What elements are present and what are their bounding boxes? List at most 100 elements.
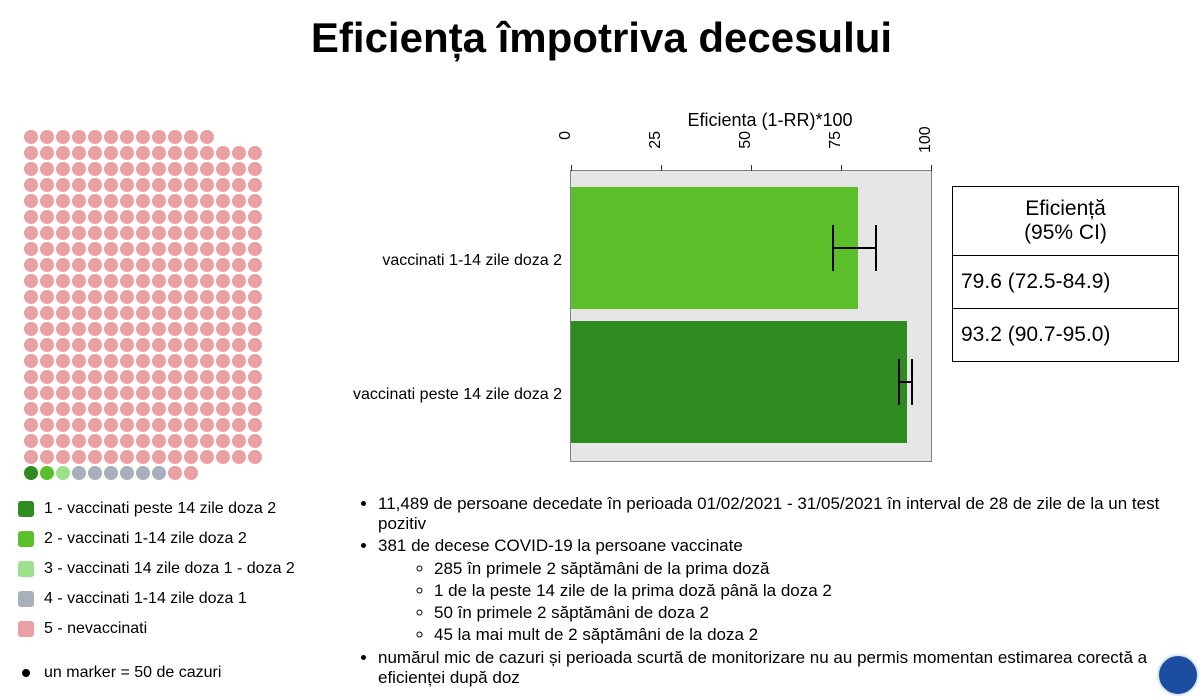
dot: [24, 306, 38, 320]
dot: [136, 322, 150, 336]
dot: [168, 354, 182, 368]
chart-tick-label: 50: [737, 131, 767, 153]
dot: [168, 242, 182, 256]
dot: [72, 338, 86, 352]
dot: [168, 290, 182, 304]
dot: [88, 194, 102, 208]
dot: [216, 274, 230, 288]
dot: [200, 290, 214, 304]
note-subitem: 1 de la peste 14 zile de la prima doză p…: [434, 581, 1193, 601]
dot: [232, 338, 246, 352]
dot: [56, 466, 70, 480]
note-item: 11,489 de persoane decedate în perioada …: [378, 494, 1193, 534]
chart-tick: 0: [571, 165, 572, 171]
legend-label: 4 - vaccinati 1-14 zile doza 1: [44, 584, 247, 614]
dot: [104, 194, 118, 208]
dot: [216, 322, 230, 336]
chart-tick-label: 25: [647, 131, 677, 153]
dot: [104, 370, 118, 384]
dot: [40, 434, 54, 448]
chart-tick: 50: [751, 165, 752, 171]
dot: [104, 386, 118, 400]
dot: [200, 450, 214, 464]
dot: [136, 162, 150, 176]
dot: [120, 418, 134, 432]
dot: [232, 226, 246, 240]
dot: [184, 434, 198, 448]
dot: [152, 338, 166, 352]
dot: [40, 322, 54, 336]
dot: [40, 338, 54, 352]
dot: [184, 130, 198, 144]
dot: [40, 386, 54, 400]
dot: [152, 386, 166, 400]
dot: [72, 210, 86, 224]
dot: [168, 194, 182, 208]
dot: [56, 210, 70, 224]
dot: [168, 306, 182, 320]
dot: [152, 162, 166, 176]
dot: [120, 290, 134, 304]
dot: [88, 450, 102, 464]
dot: [232, 146, 246, 160]
dot: [40, 194, 54, 208]
dot: [56, 226, 70, 240]
dot: [88, 290, 102, 304]
dot: [40, 450, 54, 464]
dot: [72, 178, 86, 192]
dot: [40, 306, 54, 320]
dot: [24, 290, 38, 304]
dot: [152, 194, 166, 208]
dot: [56, 274, 70, 288]
dot: [72, 290, 86, 304]
dot: [56, 370, 70, 384]
dot: [120, 162, 134, 176]
dot: [40, 402, 54, 416]
dot: [152, 146, 166, 160]
dot: [184, 194, 198, 208]
dot: [72, 130, 86, 144]
dot: [248, 354, 262, 368]
dot: [184, 386, 198, 400]
dot: [120, 306, 134, 320]
chart-y-label-1: vaccinati peste 14 zile doza 2: [342, 386, 562, 404]
dot: [232, 434, 246, 448]
dot: [248, 226, 262, 240]
dot: [56, 162, 70, 176]
dot: [72, 162, 86, 176]
dot: [24, 418, 38, 432]
dot: [248, 178, 262, 192]
dot: [168, 130, 182, 144]
dot: [40, 290, 54, 304]
dot: [88, 178, 102, 192]
dot: [248, 434, 262, 448]
dot: [168, 258, 182, 272]
chart-x-title: Eficienta (1-RR)*100: [640, 110, 900, 131]
dot: [248, 242, 262, 256]
dot: [200, 162, 214, 176]
dot: [72, 242, 86, 256]
chart-error-bar: [832, 247, 877, 249]
dot: [168, 178, 182, 192]
legend-label: 2 - vaccinati 1-14 zile doza 2: [44, 524, 247, 554]
dot: [152, 322, 166, 336]
dot: [168, 226, 182, 240]
dot: [40, 130, 54, 144]
dot: [104, 178, 118, 192]
dot: [104, 434, 118, 448]
dot: [152, 226, 166, 240]
dot: [40, 226, 54, 240]
gov-badge-icon: [1157, 654, 1199, 696]
dot: [72, 322, 86, 336]
dot: [56, 130, 70, 144]
dot: [72, 146, 86, 160]
dot: [184, 146, 198, 160]
dot: [120, 226, 134, 240]
legend-item: 3 - vaccinati 14 zile doza 1 - doza 2: [18, 554, 295, 584]
dot: [152, 354, 166, 368]
legend-swatch: [18, 531, 34, 547]
chart-y-label-0: vaccinati 1-14 zile doza 2: [342, 252, 562, 270]
dot: [88, 274, 102, 288]
dot: [184, 242, 198, 256]
dot: [168, 146, 182, 160]
